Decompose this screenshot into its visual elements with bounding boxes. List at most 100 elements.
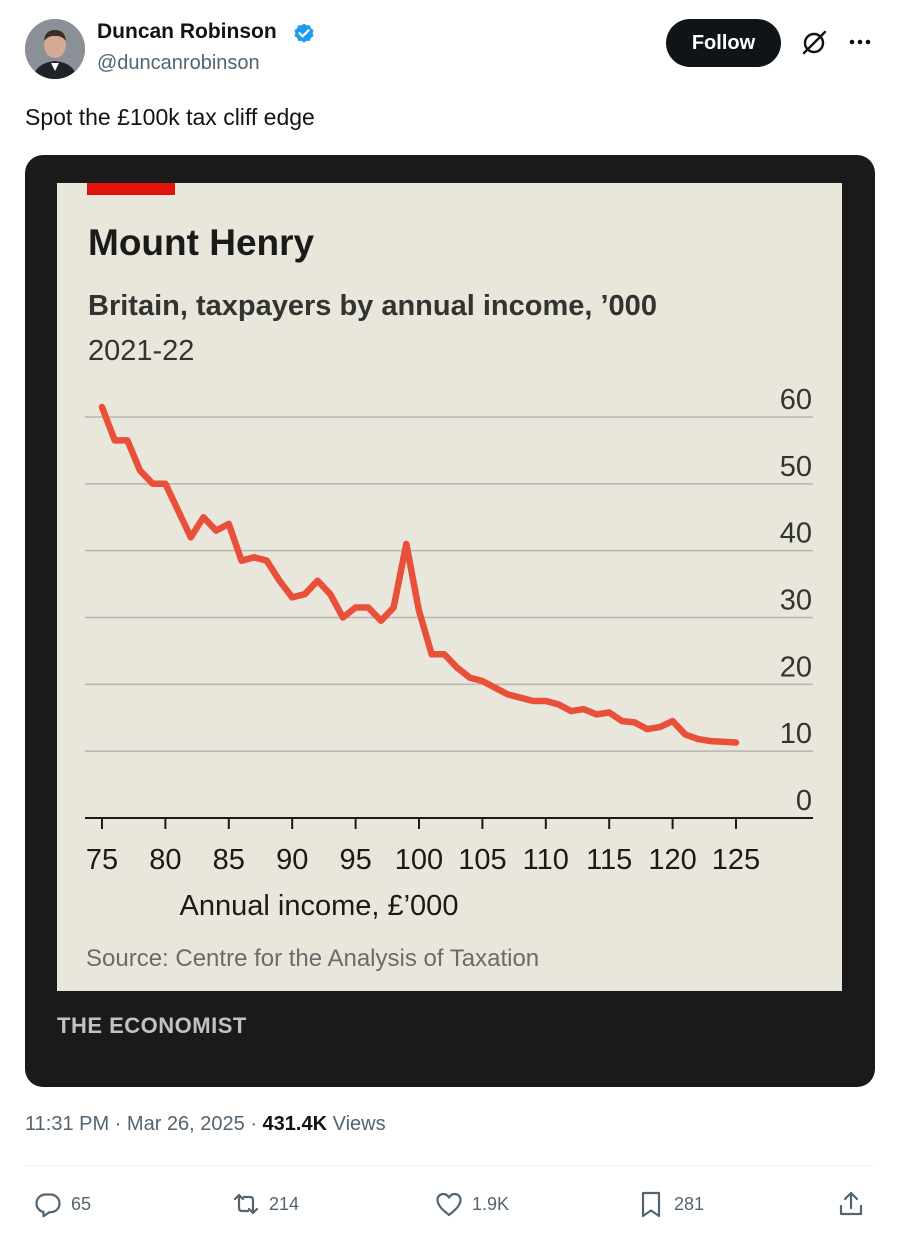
tweet-date[interactable]: Mar 26, 2025 <box>126 1113 245 1135</box>
y-tick-label: 40 <box>780 518 812 550</box>
x-tick-label: 85 <box>213 844 245 876</box>
avatar[interactable] <box>25 19 85 79</box>
data-point <box>455 666 459 670</box>
like-button[interactable]: 1.9K <box>434 1186 509 1222</box>
data-point <box>316 579 320 583</box>
data-point <box>100 405 104 409</box>
data-point <box>214 529 218 533</box>
data-point <box>189 535 193 539</box>
data-point <box>201 515 205 519</box>
chart-source: Source: Centre for the Analysis of Taxat… <box>86 945 539 972</box>
grid-lines <box>85 416 813 819</box>
data-point <box>138 469 142 472</box>
data-point <box>366 606 370 609</box>
data-point <box>493 686 497 690</box>
data-point <box>645 727 649 731</box>
author-handle[interactable]: @duncanrobinson <box>97 52 260 74</box>
views-count: 431.4K <box>262 1113 328 1135</box>
data-point <box>290 595 294 599</box>
data-point <box>683 733 687 736</box>
more-icon[interactable] <box>845 32 875 52</box>
x-tick-label: 90 <box>276 844 308 876</box>
data-point <box>620 719 624 723</box>
views-label: Views <box>332 1113 386 1135</box>
data-point <box>392 606 396 609</box>
x-tick-label: 110 <box>523 844 569 876</box>
data-point <box>696 737 700 741</box>
x-tick-label: 115 <box>586 844 632 876</box>
chart-title: Mount Henry <box>88 222 315 263</box>
x-tick-label: 95 <box>339 844 371 876</box>
meta-separator: · <box>244 1113 263 1135</box>
x-tick-label: 100 <box>395 844 443 876</box>
y-tick-label: 10 <box>780 718 812 750</box>
bookmark-button[interactable]: 281 <box>636 1186 704 1222</box>
data-point <box>658 725 662 729</box>
data-point <box>227 522 231 526</box>
x-axis-label: Annual income, £’000 <box>180 890 459 922</box>
media-card[interactable]: Mount Henry Britain, taxpayers by annual… <box>25 155 875 1087</box>
data-point <box>582 707 586 711</box>
repost-count: 214 <box>269 1193 300 1214</box>
follow-button[interactable]: Follow <box>666 19 781 67</box>
data-point <box>341 616 345 619</box>
tweet-meta: 11:31 PM · Mar 26, 2025 · 431.4K Views <box>25 1113 386 1136</box>
data-point <box>557 702 560 706</box>
chart-subtitle: Britain, taxpayers by annual income, ’00… <box>88 290 657 322</box>
data-point <box>240 559 243 563</box>
data-point <box>278 579 281 583</box>
data-point <box>506 692 510 696</box>
data-point <box>430 652 434 656</box>
data-point <box>125 438 129 442</box>
y-tick-label: 30 <box>780 585 812 617</box>
data-point <box>303 592 307 596</box>
reply-count: 65 <box>71 1193 92 1214</box>
series-layer <box>98 403 740 746</box>
reply-icon <box>35 1193 61 1218</box>
verified-badge-icon[interactable] <box>292 22 316 46</box>
data-point <box>379 619 383 623</box>
like-icon <box>436 1192 462 1217</box>
chart-accent-bar <box>87 183 175 195</box>
data-point <box>607 710 611 714</box>
data-point <box>671 719 675 723</box>
y-tick-labels: 0 10 20 30 40 50 60 <box>780 384 812 817</box>
grok-icon[interactable] <box>799 28 829 58</box>
x-tick-label: 75 <box>86 844 118 876</box>
data-point <box>518 696 522 700</box>
data-point <box>265 559 269 563</box>
meta-separator: · <box>109 1113 127 1135</box>
chart-period: 2021-22 <box>88 335 194 367</box>
author-name[interactable]: Duncan Robinson <box>97 20 277 43</box>
tweet-text: Spot the £100k tax cliff edge <box>25 104 315 130</box>
share-button[interactable] <box>836 1186 866 1222</box>
line-chart: Mount Henry Britain, taxpayers by annual… <box>85 183 813 972</box>
data-point <box>480 679 484 683</box>
x-tick-label: 80 <box>149 844 181 876</box>
media-source-label: THE ECONOMIST <box>57 1013 247 1038</box>
data-point <box>252 555 256 559</box>
data-point <box>734 741 738 744</box>
data-point <box>163 482 167 486</box>
data-point <box>531 699 535 703</box>
y-tick-label: 50 <box>780 451 812 483</box>
data-point <box>354 606 358 609</box>
data-point <box>404 542 408 546</box>
data-point <box>151 482 155 486</box>
tweet-time[interactable]: 11:31 PM <box>25 1113 110 1135</box>
x-tick-label: 125 <box>712 844 760 876</box>
y-tick-label: 0 <box>796 785 812 817</box>
x-tick-label: 105 <box>458 844 506 876</box>
repost-icon <box>233 1193 259 1215</box>
reply-button[interactable]: 65 <box>33 1186 91 1222</box>
x-axis: 75 80 85 90 95 100 105 110 115 120 125 <box>86 818 760 876</box>
repost-button[interactable]: 214 <box>231 1186 299 1222</box>
data-point <box>544 699 548 703</box>
share-icon <box>839 1191 863 1216</box>
data-point <box>709 739 713 743</box>
x-tick-label: 120 <box>648 844 696 876</box>
y-tick-label: 20 <box>780 651 812 683</box>
data-point <box>721 740 725 744</box>
y-tick-label: 60 <box>780 384 812 416</box>
bookmark-icon <box>641 1191 661 1218</box>
